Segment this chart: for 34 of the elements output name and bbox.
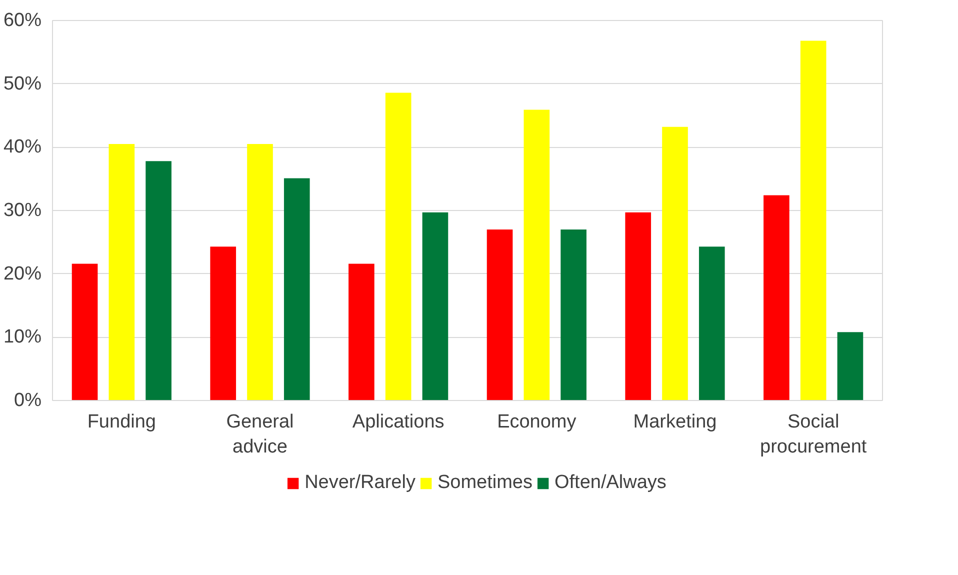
bar	[764, 195, 790, 400]
legend-label: Sometimes	[437, 472, 532, 494]
bar	[146, 161, 172, 400]
x-tick-label: Aplications	[352, 412, 444, 432]
bar	[385, 92, 412, 400]
x-tick-label: General advice	[226, 412, 294, 458]
bar	[837, 332, 864, 400]
bar	[698, 246, 725, 400]
bar	[662, 126, 688, 400]
y-tick-label: 30%	[3, 200, 42, 221]
bar	[247, 144, 273, 400]
bar	[800, 40, 826, 400]
bar	[284, 178, 310, 400]
y-tick-label: 10%	[3, 326, 42, 348]
x-tick-label: Funding	[87, 412, 156, 432]
bar	[625, 212, 652, 400]
bar	[210, 246, 236, 400]
bar	[348, 264, 374, 400]
x-tick-label: Marketing	[633, 412, 717, 432]
bar	[560, 230, 586, 400]
bar	[72, 264, 98, 400]
y-tick-label: 20%	[3, 263, 42, 284]
bar	[108, 144, 135, 400]
bar	[524, 110, 550, 400]
legend-label: Never/Rarely	[304, 472, 416, 494]
bar	[486, 230, 513, 400]
bar	[422, 212, 448, 400]
legend-label: Often/Always	[554, 472, 666, 494]
y-tick-label: 40%	[3, 136, 42, 158]
x-tick-label: Economy	[497, 412, 577, 432]
x-tick-label: Social procurement	[760, 412, 868, 458]
y-tick-label: 60%	[3, 10, 42, 31]
y-tick-label: 0%	[14, 390, 42, 411]
y-tick-label: 50%	[3, 73, 42, 94]
